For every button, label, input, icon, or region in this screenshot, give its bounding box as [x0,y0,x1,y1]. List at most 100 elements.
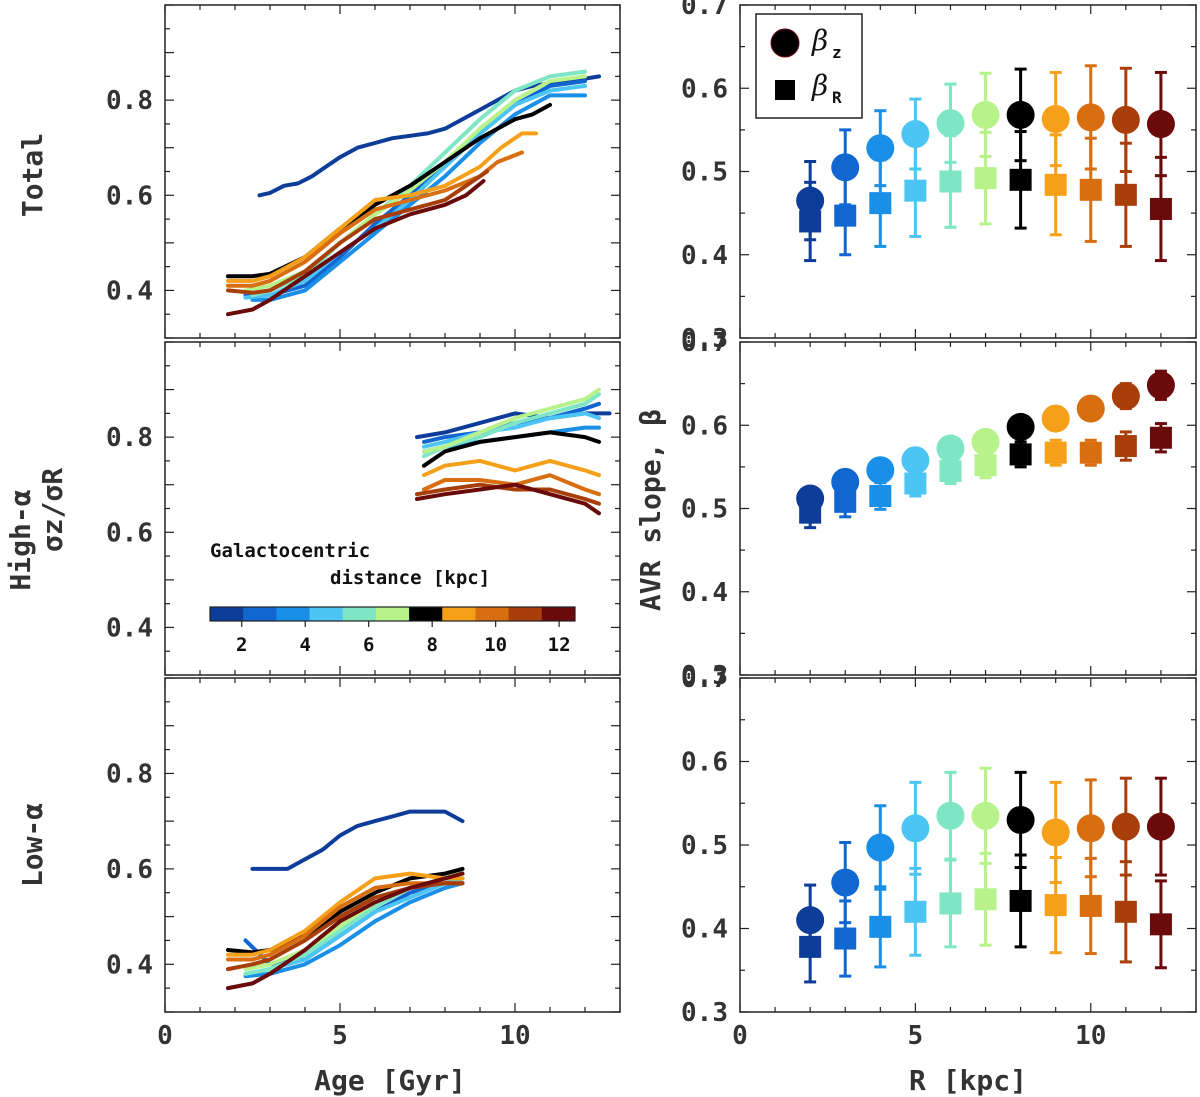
panel-left-top: 0.4 0.6 0.8 [106,4,621,339]
point-beta-z [1006,412,1035,441]
y-tick-label: 0.4 [106,613,153,643]
point-beta-r [974,167,997,190]
legend-label: β [811,24,828,57]
y-tick-label: 0.6 [681,411,728,441]
point-beta-z [796,186,825,215]
y-axis-label-sigma-ratio: σz/σR [36,468,69,552]
y-tick-label: 0.4 [106,276,153,306]
y-tick-label: 0.8 [106,759,153,789]
point-beta-r [904,900,927,923]
y-tick-label: 0.6 [106,181,153,211]
colorbar-segment [210,607,244,621]
colorbar-segment [442,607,476,621]
point-beta-z [1076,103,1105,132]
point-beta-r [1114,183,1137,206]
y-tick-label: 0.5 [681,495,728,525]
legend-box [755,13,863,119]
y-tick-label: 0.5 [681,831,728,861]
legend-subscript: z [832,43,842,62]
legend-label: β [811,69,828,102]
point-beta-z [901,814,930,843]
y-tick-label: 0.7 [681,664,728,694]
colorbar-tick-label: 8 [426,634,437,656]
point-beta-z [1076,394,1105,423]
point-beta-z [866,833,895,862]
x-tick-label: 10 [499,1021,530,1051]
x-tick-label: 0 [157,1021,173,1051]
x-axis-label-radius: R [kpc] [909,1064,1027,1097]
y-tick-label: 0.5 [681,158,728,188]
colorbar-segment [475,607,510,621]
point-beta-r [1149,197,1172,220]
point-beta-z [831,153,860,182]
point-beta-z [1076,814,1105,843]
point-beta-z [796,484,825,513]
point-beta-r [834,490,857,513]
y-tick-label: 0.7 [681,0,728,21]
point-beta-r [1044,894,1067,917]
y-tick-label: 0.4 [106,950,153,980]
point-beta-r [1044,173,1067,196]
legend-marker-square [775,80,795,100]
point-beta-z [1146,812,1175,841]
x-tick-label: 10 [1075,1021,1106,1051]
point-beta-z [1041,404,1070,433]
colorbar-title-line2: distance [kpc] [330,567,490,589]
series-line-11-kpc [226,881,465,972]
point-beta-r [974,888,997,911]
point-beta-z [971,801,1000,830]
point-beta-r [1009,443,1032,466]
colorbar-title-line1: Galactocentric [210,540,370,562]
series-line-2-kpc [250,809,465,871]
point-beta-z [831,467,860,496]
point-beta-r [1149,426,1172,449]
series-line-9-kpc [226,131,538,283]
x-tick-label: 5 [908,1021,924,1051]
colorbar-tick-label: 2 [236,634,247,656]
point-beta-z [1111,812,1140,841]
point-beta-z [1146,110,1175,139]
point-beta-z [796,906,825,935]
y-tick-label: 0.3 [681,324,728,354]
x-axis-label-age: Age [Gyr] [314,1064,466,1097]
series-line-8-kpc [422,430,601,468]
series-line-8-kpc [226,102,552,279]
point-beta-r [939,892,962,915]
colorbar-segment [276,607,311,621]
series-line-11-kpc [415,482,601,506]
colorbar-tick-label: 6 [363,634,374,656]
y-tick-label: 0.6 [106,518,153,548]
y-tick-label: 0.4 [681,241,728,271]
point-beta-z [971,100,1000,129]
point-beta-z [936,109,965,138]
point-beta-z [1006,805,1035,834]
point-beta-z [1111,382,1140,411]
y-tick-label: 0.3 [681,661,728,691]
colorbar-frame [209,606,576,622]
colorbar-segment [541,607,576,621]
point-beta-r [1044,441,1067,464]
series-line-12-kpc [226,179,486,317]
series-line-5-kpc [422,411,601,449]
row-label-total: Total [16,133,49,217]
point-beta-z [901,120,930,149]
panel-frame [164,677,621,1013]
point-beta-r [1114,900,1137,923]
point-beta-r [974,454,997,477]
legend-subscript: R [832,88,842,107]
point-beta-r [1149,913,1172,936]
colorbar-segment [243,607,277,621]
series-line-4-kpc [250,93,587,302]
point-beta-r [904,179,927,202]
row-label-high-alpha: High-α [4,489,37,590]
point-beta-r [939,170,962,193]
row-label-low-alpha: Low-α [16,803,49,887]
point-beta-z [1041,105,1070,134]
panel-frame [164,341,621,676]
point-beta-z [936,801,965,830]
panel-right-middle: 0.3 0.4 0.5 0.6 0.7 [681,328,1197,691]
point-beta-r [1079,178,1102,201]
panel-right-top: 0.30.40.50.60.7β zβ R [681,0,1197,354]
colorbar-segment [409,607,443,621]
point-beta-r [1079,441,1102,464]
